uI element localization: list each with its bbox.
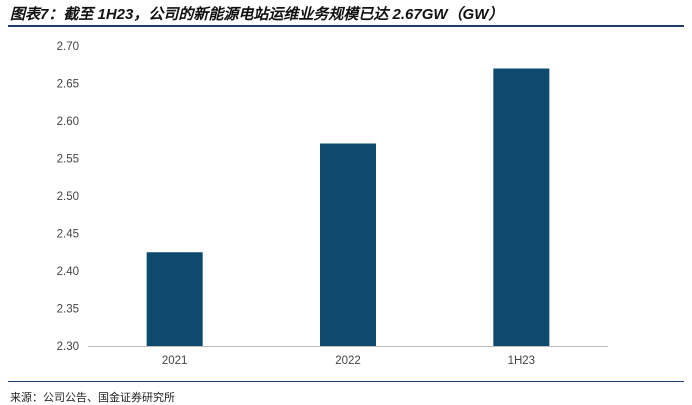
x-tick-label: 2021 [162,355,188,367]
y-tick-label: 2.60 [57,116,79,128]
bar-2021 [146,252,203,346]
bar-2022 [320,143,376,346]
source-note: 来源：公司公告、国金证券研究所 [10,391,175,404]
y-tick-label: 2.65 [57,79,79,91]
y-tick-label: 2.50 [57,191,79,203]
bar-1H23 [493,68,550,346]
y-tick-label: 2.70 [57,41,79,53]
y-axis-labels: 2.70 2.65 2.60 2.55 2.50 2.45 2.40 2.35 2.30 [57,41,79,353]
x-axis-labels: 2021 2022 1H23 [162,355,535,367]
title-rule [8,25,684,27]
x-tick-label: 2022 [335,355,361,367]
chart-title: 图表7：截至 1H23，公司的新能源电站运维业务规模已达 2.67GW（GW） [10,6,504,23]
source-rule [8,381,684,382]
bars [146,68,550,346]
y-tick-label: 2.40 [57,266,79,278]
x-tick-label: 1H23 [508,355,536,367]
y-tick-label: 2.35 [57,304,79,316]
bar-chart: 2.70 2.65 2.60 2.55 2.50 2.45 2.40 2.35 2.30 202… [57,41,608,367]
y-tick-label: 2.45 [57,229,79,241]
y-tick-label: 2.55 [57,154,79,166]
y-tick-label: 2.30 [57,341,79,353]
